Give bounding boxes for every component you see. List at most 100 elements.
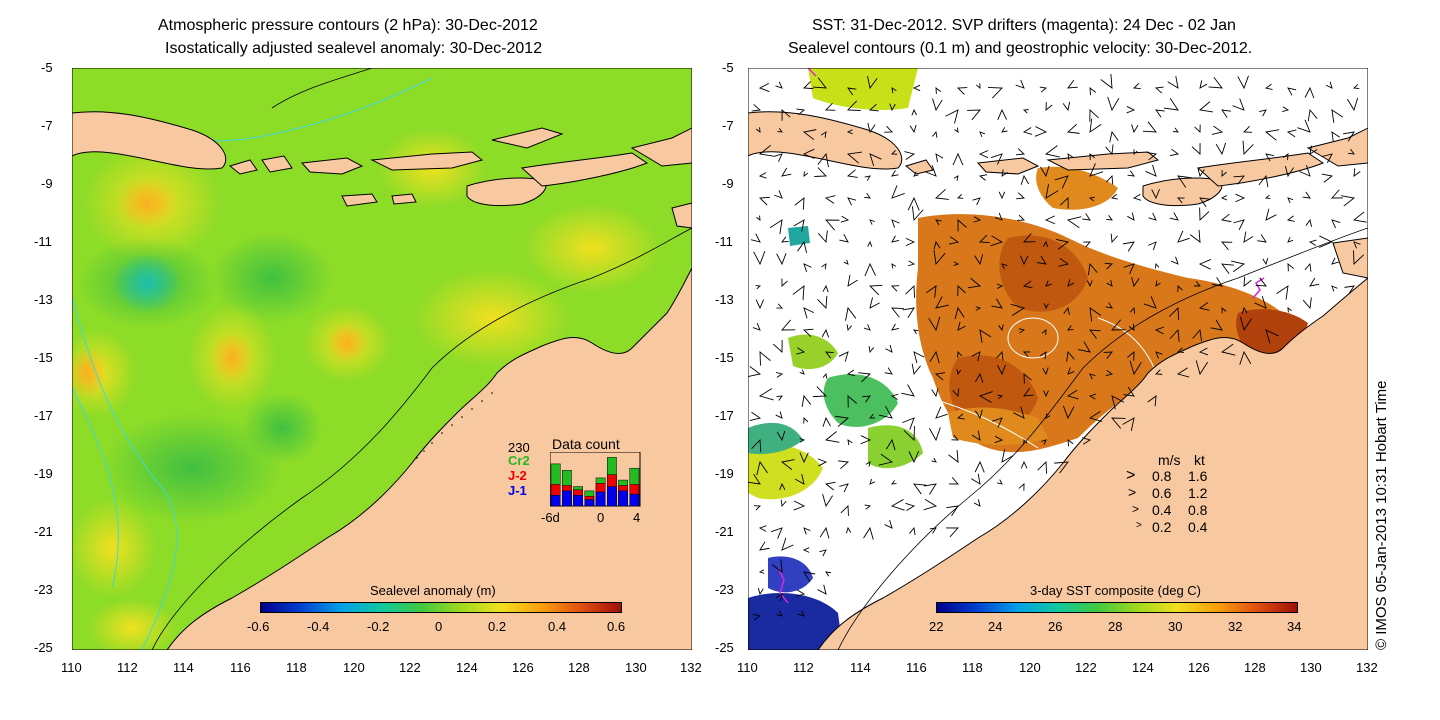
velocity-arrow	[1066, 216, 1082, 229]
velocity-arrow	[756, 460, 768, 476]
velocity-arrow	[1233, 175, 1245, 185]
y-tick: -13	[715, 292, 734, 307]
speed-header-kt: kt	[1194, 452, 1205, 468]
velocity-arrow	[929, 350, 940, 364]
velocity-arrow	[755, 127, 761, 133]
velocity-arrow	[913, 483, 927, 495]
velocity-arrow	[1243, 231, 1254, 243]
velocity-arrow	[824, 431, 840, 443]
velocity-arrow	[948, 236, 960, 245]
velocity-arrow	[1148, 241, 1157, 251]
velocity-arrow	[1155, 351, 1163, 359]
velocity-arrow	[907, 260, 916, 267]
y-tick: -23	[715, 582, 734, 597]
svp-drifter-tracks	[777, 68, 1265, 604]
speed-arrow-icon: >	[1126, 467, 1136, 484]
velocity-arrow	[796, 347, 806, 355]
velocity-arrow	[803, 171, 809, 177]
velocity-arrow	[1302, 191, 1311, 199]
velocity-arrow	[864, 324, 871, 331]
velocity-arrow	[1208, 76, 1223, 89]
x-tick: 128	[1244, 660, 1266, 675]
velocity-arrow	[911, 363, 921, 376]
velocity-arrow	[825, 351, 834, 359]
velocity-arrow	[891, 235, 900, 243]
velocity-arrow	[1133, 149, 1138, 156]
velocity-arrow	[1018, 328, 1026, 334]
velocity-arrow	[974, 372, 984, 383]
velocity-arrow	[946, 527, 960, 538]
velocity-arrow	[1066, 123, 1080, 134]
x-tick: 110	[737, 660, 758, 675]
velocity-arrow	[774, 190, 783, 199]
velocity-arrow	[923, 483, 937, 495]
velocity-arrow	[1198, 347, 1209, 356]
velocity-arrow	[1177, 197, 1185, 204]
x-tick: 122	[1075, 660, 1097, 675]
velocity-arrow	[891, 185, 905, 199]
velocity-arrow	[777, 128, 783, 133]
count-bar-j1	[584, 499, 595, 507]
legend-cr2: Cr2	[508, 453, 530, 468]
velocity-arrow	[865, 461, 871, 467]
velocity-arrow	[974, 409, 983, 420]
velocity-arrow	[979, 329, 992, 343]
velocity-arrow	[803, 527, 811, 535]
velocity-arrow	[802, 81, 814, 90]
velocity-arrow	[781, 278, 788, 288]
velocity-arrow	[825, 219, 840, 231]
x-tick: 122	[399, 660, 421, 675]
velocity-arrow	[847, 274, 858, 287]
velocity-arrow	[1264, 129, 1280, 141]
velocity-arrow	[890, 393, 899, 400]
x-tick: 124	[456, 660, 478, 675]
velocity-arrow	[1089, 329, 1101, 339]
velocity-arrow	[1233, 219, 1245, 231]
velocity-arrow	[945, 109, 959, 124]
velocity-arrow	[911, 108, 917, 116]
y-tick: -13	[34, 292, 53, 307]
velocity-arrow	[1237, 75, 1249, 90]
velocity-arrow	[864, 504, 872, 510]
velocity-arrow	[1321, 173, 1334, 183]
velocity-arrow	[1040, 165, 1050, 178]
velocity-arrow	[1242, 140, 1254, 156]
velocity-arrow	[891, 263, 897, 269]
velocity-arrow	[858, 372, 872, 383]
velocity-arrow	[1331, 131, 1340, 142]
velocity-arrow	[821, 328, 830, 338]
velocity-arrow	[1195, 360, 1209, 376]
velocity-arrow	[1015, 148, 1026, 156]
velocity-arrow	[935, 219, 942, 226]
velocity-arrows	[748, 73, 1367, 621]
velocity-arrow	[1023, 387, 1034, 397]
velocity-arrow	[1062, 101, 1071, 112]
velocity-arrow	[776, 253, 787, 266]
velocity-arrow	[1221, 263, 1234, 274]
velocity-arrow	[952, 388, 960, 398]
velocity-arrow	[884, 125, 894, 133]
velocity-arrow	[1001, 127, 1008, 133]
velocity-arrow	[799, 452, 809, 464]
velocity-arrow	[1177, 175, 1192, 188]
velocity-arrow	[997, 364, 1006, 376]
velocity-arrow	[903, 426, 915, 442]
y-tick: -5	[41, 60, 53, 75]
velocity-arrow	[1020, 255, 1029, 266]
velocity-arrow	[802, 328, 814, 337]
australia-land	[166, 267, 692, 650]
velocity-arrow	[792, 285, 805, 301]
velocity-arrow	[1169, 212, 1179, 221]
velocity-arrow	[1347, 148, 1355, 155]
velocity-arrow	[1109, 130, 1119, 143]
sst-colorbar-tick: 22	[929, 619, 944, 634]
velocity-arrow	[1001, 169, 1008, 177]
velocity-arrow	[1163, 97, 1179, 111]
data-count-title: Data count	[552, 436, 620, 452]
x-tick: 130	[625, 660, 647, 675]
velocity-arrow	[1089, 153, 1095, 161]
velocity-arrow	[1054, 461, 1069, 474]
y-tick: -11	[715, 234, 733, 249]
velocity-arrow	[1017, 214, 1026, 221]
velocity-arrow	[803, 416, 809, 424]
